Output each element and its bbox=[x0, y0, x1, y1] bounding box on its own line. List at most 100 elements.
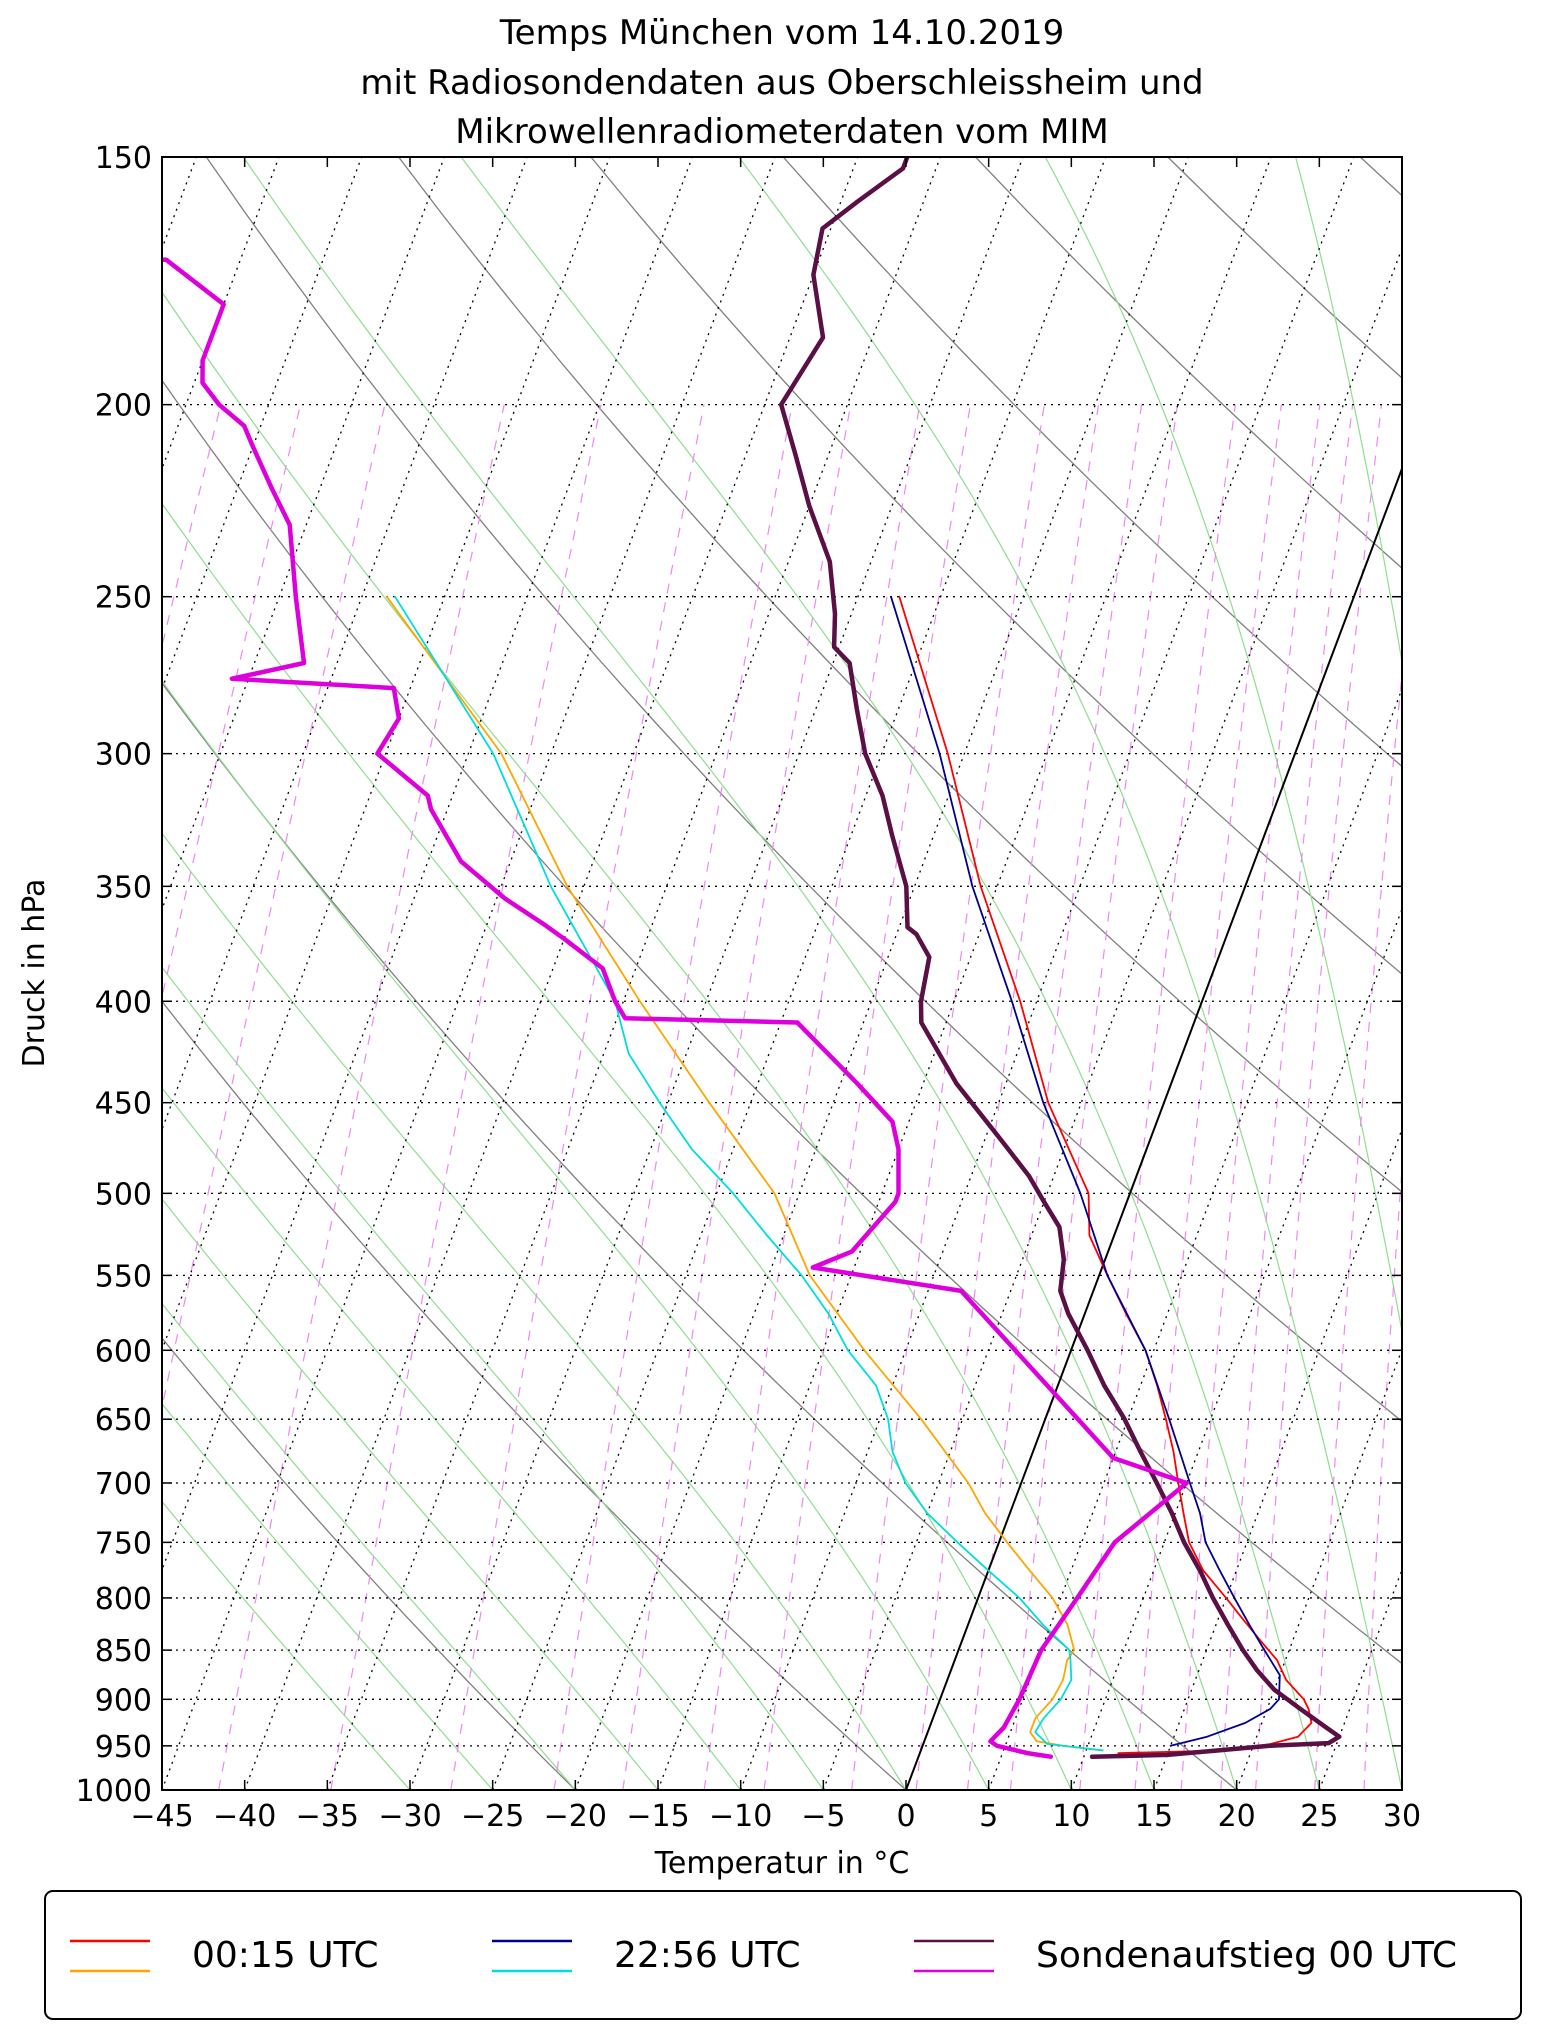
legend-label: 22:56 UTC bbox=[614, 1935, 801, 1976]
mixing-ratio-line bbox=[1220, 404, 1354, 1790]
x-tick-label: 5 bbox=[979, 1799, 998, 1834]
zero-isotherm bbox=[905, 465, 1402, 1790]
y-tick-label: 250 bbox=[95, 581, 152, 616]
dry-adiabat-line bbox=[162, 1000, 907, 1790]
series-mwr_2256_t bbox=[890, 595, 1281, 1747]
dry-adiabat-line bbox=[1359, 157, 1402, 197]
legend-box bbox=[44, 1890, 1522, 2020]
dry-adiabat-line bbox=[162, 379, 1402, 1665]
moist-adiabat-line bbox=[162, 1302, 576, 1790]
y-tick-label: 600 bbox=[95, 1334, 152, 1369]
y-tick-label: 850 bbox=[95, 1634, 152, 1669]
y-tick-label: 400 bbox=[95, 985, 152, 1020]
mixing-ratio-line bbox=[1255, 404, 1383, 1790]
x-tick-label: 30 bbox=[1383, 1799, 1421, 1834]
mixing-ratio-line bbox=[915, 404, 1100, 1790]
isotherm-gridline bbox=[162, 157, 776, 1790]
x-tick-label: 15 bbox=[1135, 1799, 1173, 1834]
moist-adiabat-line bbox=[162, 679, 990, 1790]
y-tick-label: 1000 bbox=[76, 1774, 152, 1809]
dry-adiabat-line bbox=[205, 157, 1402, 1423]
moist-adiabat-line bbox=[162, 502, 1072, 1790]
x-tick-label: 0 bbox=[896, 1799, 915, 1834]
x-tick-label: −10 bbox=[709, 1799, 772, 1834]
dry-adiabat-line bbox=[162, 1337, 576, 1790]
x-tick-label: 10 bbox=[1052, 1799, 1090, 1834]
y-tick-label: 650 bbox=[95, 1403, 152, 1438]
moist-adiabat-line bbox=[162, 832, 907, 1790]
moist-adiabat-line bbox=[460, 157, 1320, 1790]
series-mwr_0015_td bbox=[385, 595, 1104, 1752]
dry-adiabat-line bbox=[162, 681, 1238, 1790]
isotherm-gridline bbox=[492, 157, 1107, 1790]
mixing-ratio-line bbox=[763, 404, 971, 1790]
moist-adiabat-line bbox=[1477, 157, 1542, 1790]
mixing-ratio-line bbox=[1180, 404, 1321, 1790]
legend-label: 00:15 UTC bbox=[192, 1935, 379, 1976]
x-tick-label: 20 bbox=[1218, 1799, 1256, 1834]
moist-adiabat-line bbox=[162, 1402, 494, 1790]
dry-adiabat-line bbox=[975, 157, 1402, 569]
x-tick-label: −25 bbox=[461, 1799, 524, 1834]
moist-adiabat-line bbox=[162, 1086, 742, 1790]
series-sonde_t bbox=[778, 157, 1342, 1759]
moist-adiabat-line bbox=[162, 966, 824, 1790]
y-tick-label: 700 bbox=[95, 1467, 152, 1502]
mixing-ratio-line bbox=[622, 404, 852, 1790]
isotherm-gridline bbox=[740, 157, 1355, 1790]
isotherm-gridline bbox=[162, 157, 445, 911]
isotherm-gridline bbox=[1236, 1347, 1402, 1790]
x-tick-label: −35 bbox=[296, 1799, 359, 1834]
isotherm-gridline bbox=[244, 157, 859, 1790]
series-mwr_0015_t bbox=[898, 595, 1313, 1754]
moist-adiabat-line bbox=[162, 1500, 411, 1790]
x-tick-label: −40 bbox=[213, 1799, 276, 1834]
zero-isotherm-line bbox=[905, 465, 1402, 1790]
isotherm-gridline bbox=[822, 246, 1402, 1790]
data-series bbox=[162, 157, 1342, 1759]
isotherm-gridline bbox=[574, 157, 1189, 1790]
y-tick-label: 350 bbox=[95, 870, 152, 905]
mixing-ratio-line bbox=[966, 404, 1143, 1790]
plot-frame bbox=[161, 156, 1403, 1791]
isotherm-gridline bbox=[988, 687, 1402, 1790]
series-sonde_td bbox=[162, 257, 1189, 1759]
x-tick-label: −15 bbox=[626, 1799, 689, 1834]
dry-adiabat-line bbox=[1167, 157, 1402, 379]
y-tick-label: 450 bbox=[95, 1087, 152, 1122]
mixing-ratio-lines bbox=[162, 404, 1506, 1790]
isotherm-gridline bbox=[162, 157, 528, 1132]
mixing-ratio-line bbox=[851, 404, 1045, 1790]
x-tick-label: 25 bbox=[1300, 1799, 1338, 1834]
series-mwr_2256_td bbox=[394, 595, 1104, 1752]
y-tick-label: 550 bbox=[95, 1259, 152, 1294]
grid-lines bbox=[162, 157, 1402, 1790]
mixing-ratio-line bbox=[1134, 404, 1282, 1790]
y-tick-label: 200 bbox=[95, 389, 152, 424]
moist-adiabat-line bbox=[162, 291, 1155, 1790]
moist-adiabat-line bbox=[162, 1198, 659, 1790]
y-tick-label: 500 bbox=[95, 1177, 152, 1212]
legend: 00:15 UTC 22:56 UTC Sondenaufstieg 00 UTC bbox=[70, 1935, 1457, 1976]
moist-adiabat-line bbox=[1044, 157, 1402, 1335]
mixing-ratio-line bbox=[450, 404, 705, 1790]
mixing-ratio-line bbox=[1406, 405, 1506, 1790]
moist-adiabat-line bbox=[1295, 157, 1402, 666]
y-axis-ticks: 1000 950 900 850 800 750 700 650 600 550 500 450 400… bbox=[76, 141, 1402, 1809]
dry-adiabats bbox=[162, 157, 1402, 1790]
mixing-ratio-line bbox=[162, 404, 302, 1000]
isotherm-gridline bbox=[409, 157, 1024, 1790]
x-axis-label: Temperatur in °C bbox=[654, 1846, 910, 1881]
legend-label: Sondenaufstieg 00 UTC bbox=[1036, 1935, 1457, 1976]
dry-adiabat-line bbox=[782, 157, 1402, 768]
dry-adiabat-line bbox=[398, 157, 1402, 1193]
isotherm-gridline bbox=[657, 157, 1272, 1790]
mixing-ratio-line bbox=[703, 404, 921, 1790]
x-tick-label: −5 bbox=[801, 1799, 845, 1834]
isotherm-gridline bbox=[1070, 907, 1402, 1790]
moist-adiabat-line bbox=[738, 157, 1402, 1790]
chart-title-line-2: mit Radiosondendaten aus Oberschleisshei… bbox=[360, 63, 1203, 103]
x-tick-label: −30 bbox=[378, 1799, 441, 1834]
mixing-ratio-line bbox=[1009, 404, 1179, 1790]
